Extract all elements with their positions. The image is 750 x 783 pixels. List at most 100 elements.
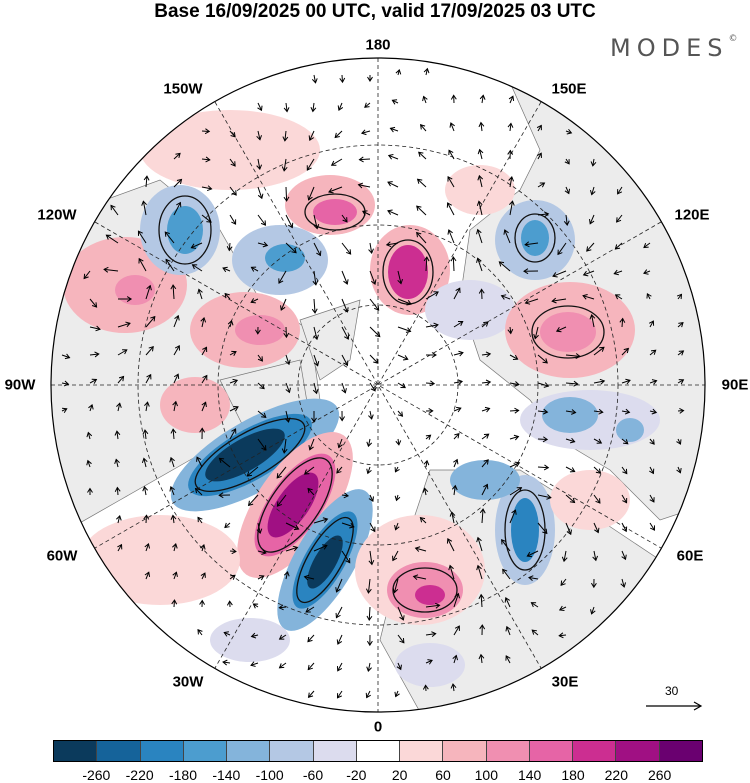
wind-vector-head xyxy=(449,511,456,517)
wind-vector xyxy=(164,231,175,244)
wind-vector-head xyxy=(543,464,550,471)
wind-vector-head xyxy=(293,524,300,531)
wind-vector xyxy=(509,176,513,188)
wind-vector xyxy=(449,565,455,580)
wind-vector xyxy=(425,382,435,385)
wind-vector xyxy=(142,201,147,216)
wind-vector-head xyxy=(341,388,347,394)
wind-vector xyxy=(115,459,119,468)
wind-vector xyxy=(335,606,343,618)
wind-vector xyxy=(173,315,179,328)
wind-vector xyxy=(397,354,408,360)
wind-vector xyxy=(481,321,489,328)
wind-vector xyxy=(537,182,545,188)
wind-vector xyxy=(369,550,373,565)
wind-vector xyxy=(224,522,231,528)
wind-vector-head xyxy=(400,383,406,389)
wind-vector xyxy=(117,322,131,328)
wind-vector xyxy=(284,130,287,141)
wind-vector xyxy=(173,345,180,356)
wind-vector-head xyxy=(648,320,655,326)
wind-vector xyxy=(89,404,93,412)
wind-vector-head xyxy=(614,294,621,300)
wind-vector xyxy=(257,438,267,451)
wind-vector xyxy=(397,606,404,621)
wind-vector xyxy=(197,629,203,636)
wind-vector xyxy=(480,122,483,132)
wind-vector-head xyxy=(613,269,619,276)
wind-vector-head xyxy=(501,539,507,545)
wind-vector-head xyxy=(218,457,225,463)
wind-vector xyxy=(649,320,654,328)
wind-vector-head xyxy=(543,211,550,218)
wind-vector-head xyxy=(511,509,517,515)
wind-vector-head xyxy=(328,187,334,194)
wind-vector xyxy=(528,577,539,580)
wind-vector-head xyxy=(416,231,422,238)
wind-vector-head xyxy=(316,250,322,257)
wind-vector xyxy=(537,354,548,364)
wind-vector-head xyxy=(582,293,588,300)
wind-vector-head xyxy=(231,548,237,555)
wind-vector xyxy=(138,230,147,244)
wind-vector-head xyxy=(571,409,577,415)
wind-vector xyxy=(477,565,483,580)
wind-vector xyxy=(649,522,655,531)
contour-lines xyxy=(158,193,605,613)
wind-vector-head xyxy=(206,217,212,223)
wind-vector xyxy=(201,158,210,161)
wind-vector xyxy=(447,176,455,188)
wind-vector-head xyxy=(285,387,291,394)
colorbar-tick-label: 140 xyxy=(517,767,542,783)
wind-vector xyxy=(452,256,455,272)
wind-vector-head xyxy=(447,176,453,182)
wind-vector xyxy=(397,662,402,670)
wind-vector-head xyxy=(546,494,552,500)
wind-vector-head xyxy=(395,440,402,446)
wind-vector xyxy=(337,634,343,645)
wind-vector xyxy=(145,176,148,188)
wind-vector xyxy=(425,324,439,328)
colorbar-segment xyxy=(140,741,184,761)
wind-vector-head xyxy=(564,188,571,195)
wind-vector-head xyxy=(343,307,349,313)
wind-vector xyxy=(593,410,603,413)
colorbar-segment xyxy=(400,741,444,761)
wind-vector-head xyxy=(86,459,92,466)
wind-vector-head xyxy=(394,691,400,698)
wind-vector-head xyxy=(256,135,262,141)
wind-vector-head xyxy=(447,229,453,235)
wind-vector-head xyxy=(204,128,211,135)
wind-vector-head xyxy=(63,380,70,387)
wind-vector xyxy=(504,229,511,244)
wind-vector-head xyxy=(368,414,374,420)
wind-vector xyxy=(452,684,455,692)
wind-vector-head xyxy=(117,543,123,550)
wind-vector xyxy=(117,403,121,412)
wind-vector-head xyxy=(365,692,371,699)
wind-vector xyxy=(593,466,601,474)
wind-vector-head xyxy=(561,556,568,563)
wind-vector-head xyxy=(416,205,422,211)
wind-vector xyxy=(425,633,436,636)
wind-vector-head xyxy=(542,358,548,364)
wind-vector xyxy=(144,430,147,440)
wind-vector xyxy=(83,270,91,279)
wind-vector xyxy=(251,634,259,637)
vector-reference-arrow xyxy=(646,701,703,711)
wind-vector-head xyxy=(477,148,484,155)
wind-vector xyxy=(447,538,455,552)
wind-vector xyxy=(334,130,343,138)
wind-vector xyxy=(643,242,651,248)
wind-vector xyxy=(559,634,567,637)
wind-vector-head xyxy=(335,587,341,593)
wind-vector-head xyxy=(61,407,68,413)
wind-vector xyxy=(173,152,181,160)
wind-vector-head xyxy=(164,231,170,237)
wind-vector-head xyxy=(143,514,150,520)
wind-vector-head xyxy=(227,319,234,326)
wind-vector-head xyxy=(476,228,482,235)
wind-vector-head xyxy=(483,321,489,327)
wind-vector xyxy=(481,459,489,468)
wind-vector-head xyxy=(453,458,459,465)
